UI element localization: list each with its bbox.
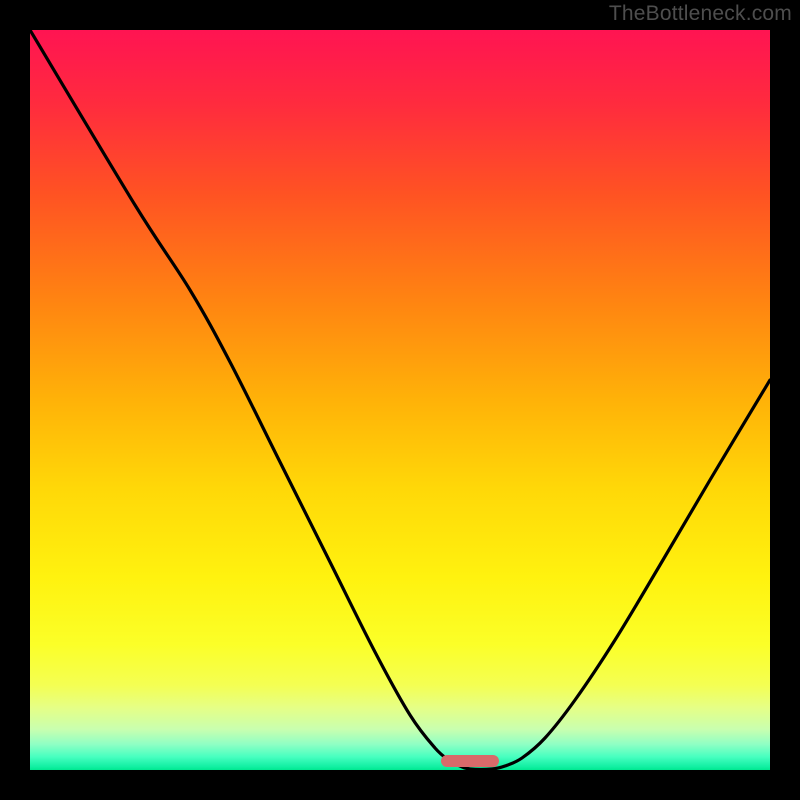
optimal-range-marker [441,755,499,767]
gradient-background [30,30,770,770]
plot-area [30,30,770,770]
chart-frame: TheBottleneck.com [0,0,800,800]
watermark-text: TheBottleneck.com [609,2,792,26]
